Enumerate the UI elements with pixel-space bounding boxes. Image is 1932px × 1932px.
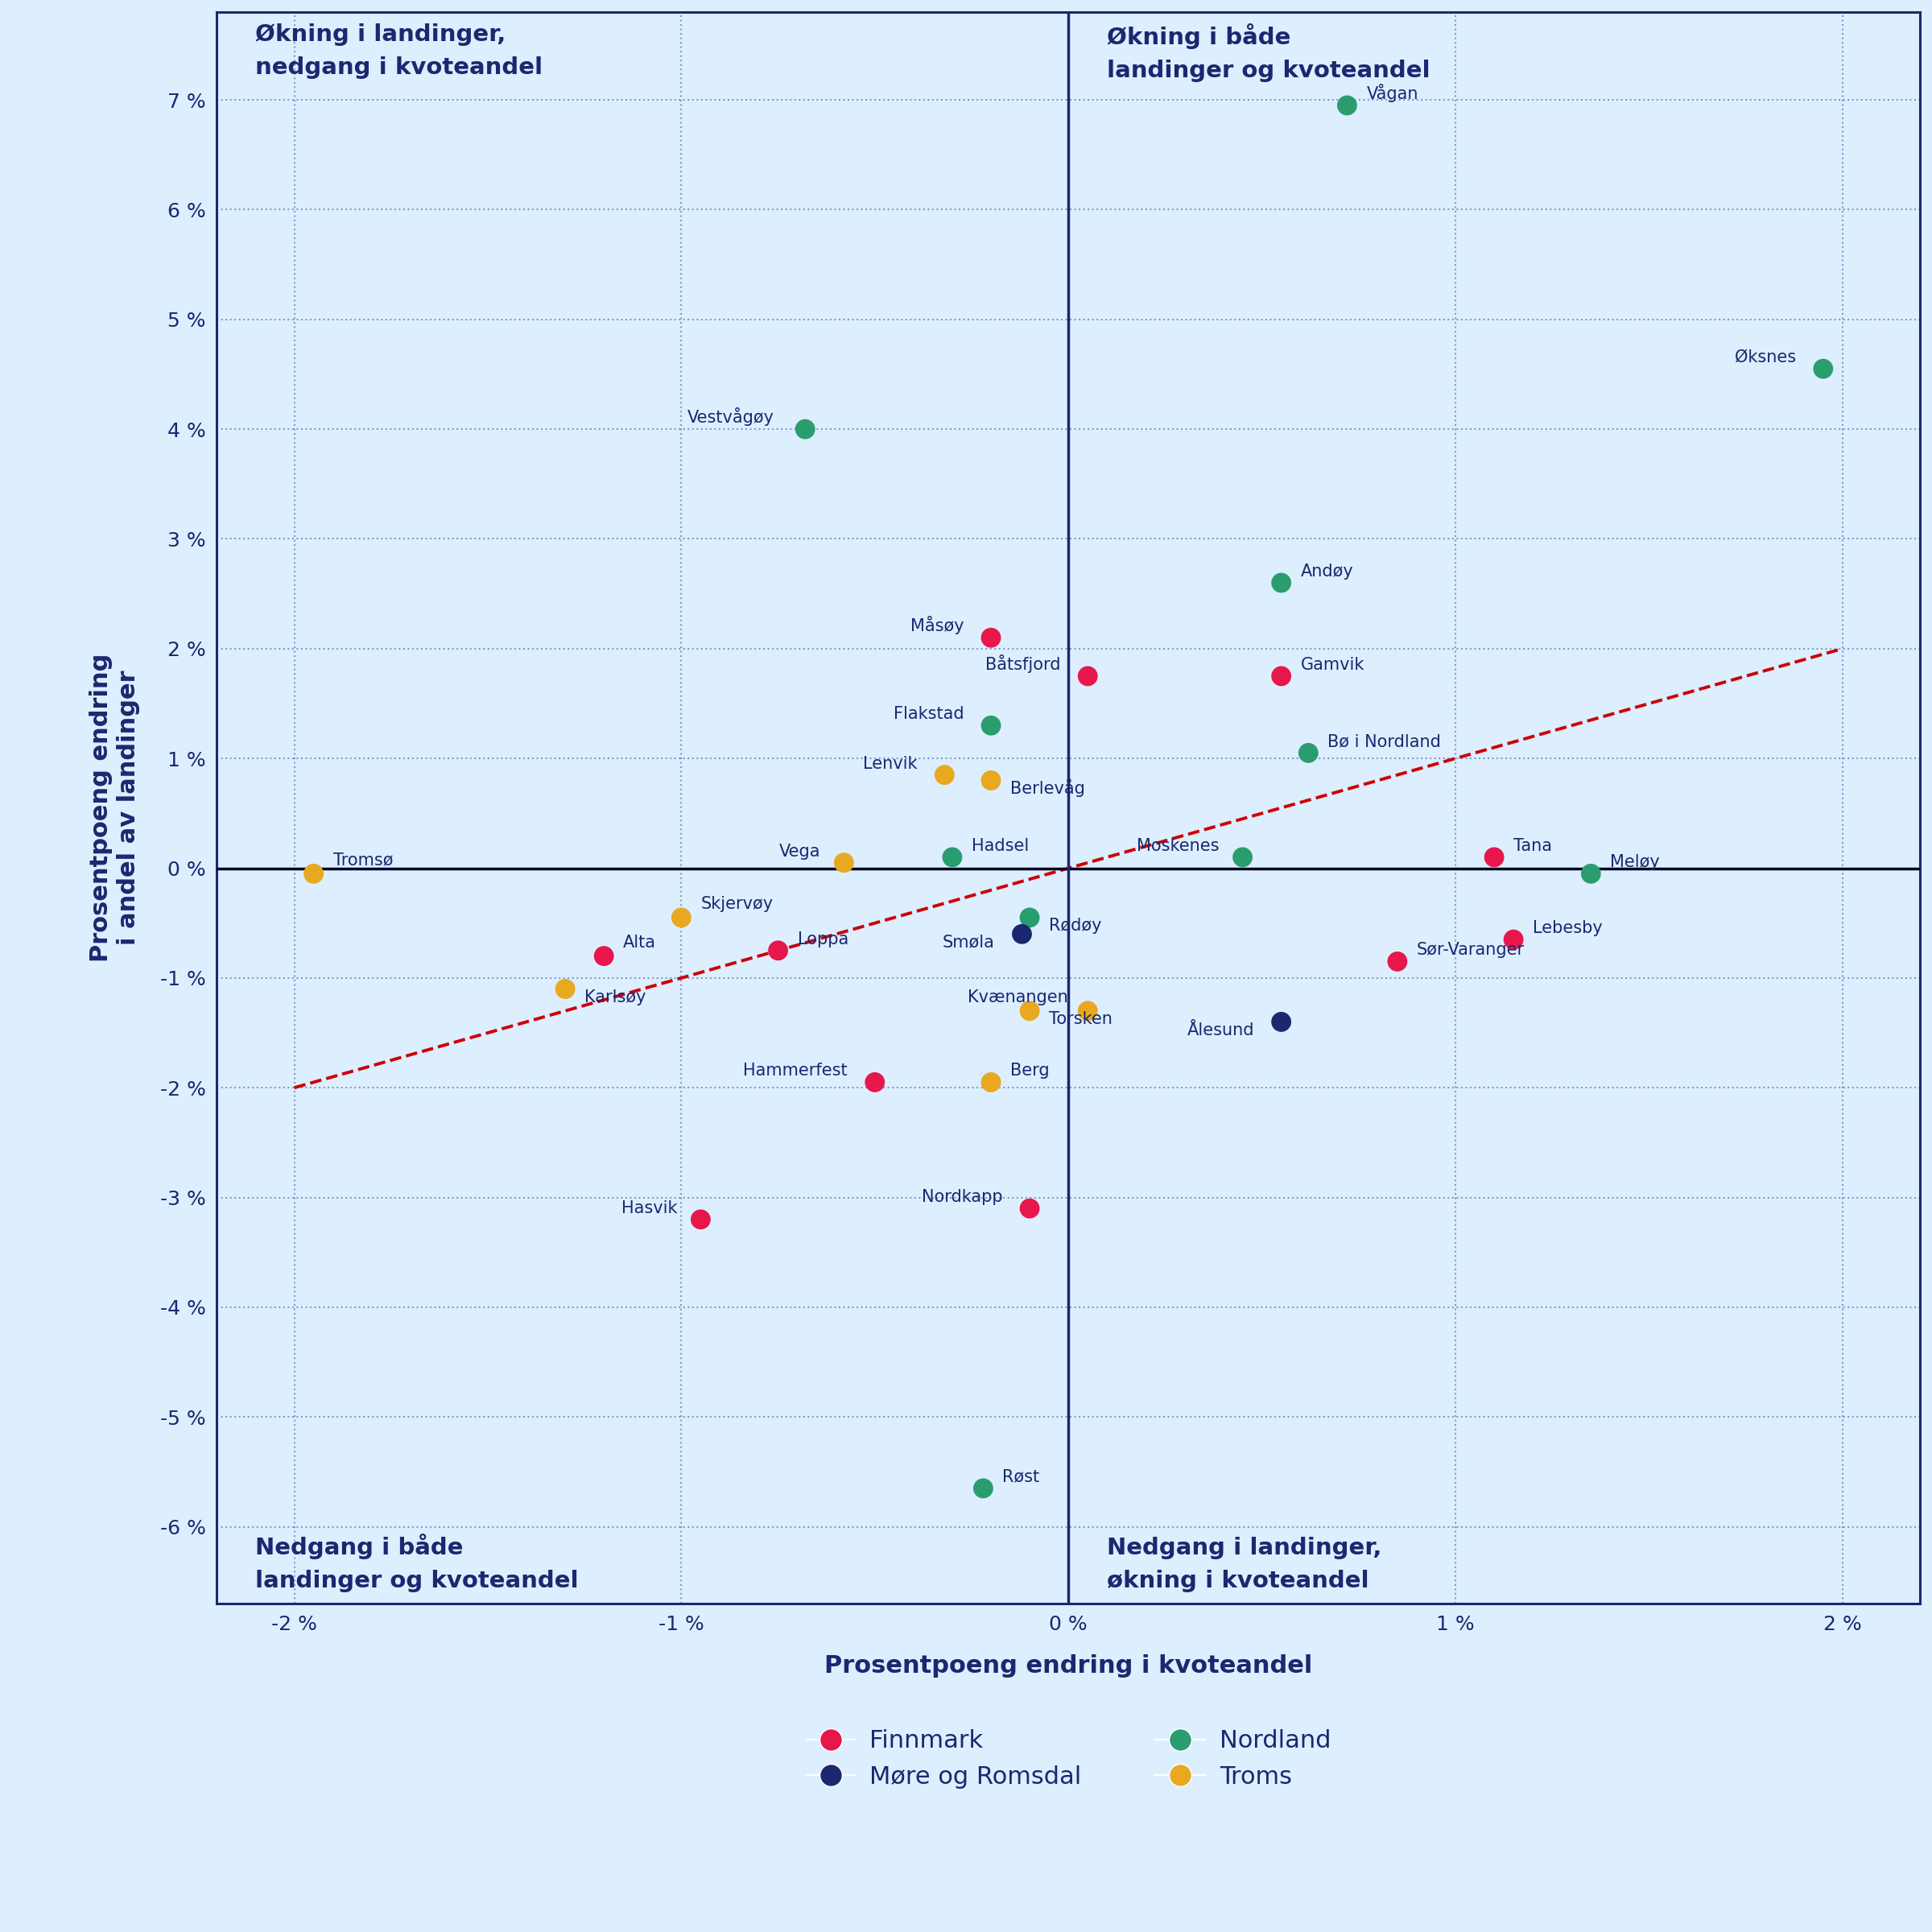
Point — [829, 848, 860, 879]
Point — [1072, 995, 1103, 1026]
Text: Nedgang i landinger,
økning i kvoteandel: Nedgang i landinger, økning i kvoteandel — [1107, 1538, 1381, 1592]
Text: Ålesund: Ålesund — [1186, 1022, 1254, 1037]
Point — [976, 711, 1007, 742]
Point — [763, 935, 794, 966]
Text: Røst: Røst — [1003, 1468, 1039, 1486]
Point — [1265, 568, 1296, 599]
Text: Rødøy: Rødøy — [1049, 918, 1101, 933]
Text: Lebesby: Lebesby — [1532, 920, 1604, 937]
Point — [589, 941, 620, 972]
Point — [1293, 738, 1323, 769]
Text: Smøla: Smøla — [943, 935, 995, 951]
Text: Berg: Berg — [1010, 1063, 1049, 1078]
Point — [1381, 947, 1412, 978]
Point — [667, 902, 697, 933]
Text: Skjervøy: Skjervøy — [701, 896, 773, 912]
Point — [1497, 923, 1528, 954]
Point — [298, 858, 328, 889]
Point — [1014, 1192, 1045, 1223]
Y-axis label: Prosentpoeng endring
i andel av landinger: Prosentpoeng endring i andel av landinge… — [89, 653, 139, 962]
Text: Bø i Nordland: Bø i Nordland — [1327, 734, 1441, 750]
Text: Båtsfjord: Båtsfjord — [985, 655, 1061, 672]
Point — [551, 974, 582, 1005]
Text: Hadsel: Hadsel — [972, 838, 1030, 854]
Point — [686, 1204, 717, 1235]
Text: Økning i både
landinger og kvoteandel: Økning i både landinger og kvoteandel — [1107, 23, 1430, 81]
Point — [1007, 918, 1037, 949]
Text: Sør-Varanger: Sør-Varanger — [1416, 943, 1524, 958]
Legend: Finnmark, Møre og Romsdal, Nordland, Troms: Finnmark, Møre og Romsdal, Nordland, Tro… — [796, 1719, 1341, 1799]
Text: Gamvik: Gamvik — [1300, 657, 1364, 672]
Text: Loppa: Loppa — [798, 931, 848, 947]
Text: Øksnes: Øksnes — [1735, 350, 1797, 365]
Point — [1808, 354, 1839, 384]
Point — [937, 842, 968, 873]
Point — [1265, 661, 1296, 692]
Text: Alta: Alta — [624, 935, 657, 951]
Text: Vågan: Vågan — [1366, 83, 1418, 102]
Text: Nordkapp: Nordkapp — [922, 1188, 1003, 1206]
Point — [790, 413, 821, 444]
Text: Vestvågøy: Vestvågøy — [688, 408, 775, 425]
Point — [1575, 858, 1605, 889]
Text: Kvænangen: Kvænangen — [968, 989, 1068, 1005]
Point — [1478, 842, 1509, 873]
Text: Meløy: Meløy — [1609, 854, 1660, 871]
Point — [976, 622, 1007, 653]
Point — [1014, 902, 1045, 933]
Text: Moskenes: Moskenes — [1136, 838, 1219, 854]
Point — [1265, 1007, 1296, 1037]
Text: Torsken: Torsken — [1049, 1010, 1113, 1028]
X-axis label: Prosentpoeng endring i kvoteandel: Prosentpoeng endring i kvoteandel — [825, 1654, 1312, 1677]
Point — [929, 759, 960, 790]
Text: Hammerfest: Hammerfest — [744, 1063, 848, 1078]
Point — [976, 765, 1007, 796]
Text: Nedgang i både
landinger og kvoteandel: Nedgang i både landinger og kvoteandel — [255, 1534, 580, 1592]
Text: Måsøy: Måsøy — [910, 616, 964, 634]
Point — [976, 1066, 1007, 1097]
Text: Berlevåg: Berlevåg — [1010, 779, 1086, 796]
Text: Tana: Tana — [1513, 838, 1551, 854]
Text: Tromsø: Tromsø — [332, 852, 392, 867]
Point — [1072, 661, 1103, 692]
Text: Andøy: Andøy — [1300, 564, 1354, 580]
Text: Karlsøy: Karlsøy — [585, 989, 645, 1005]
Point — [1014, 995, 1045, 1026]
Point — [968, 1472, 999, 1503]
Point — [860, 1066, 891, 1097]
Text: Hasvik: Hasvik — [622, 1200, 678, 1215]
Point — [1227, 842, 1258, 873]
Text: Vega: Vega — [779, 844, 821, 860]
Point — [1331, 91, 1362, 122]
Text: Lenvik: Lenvik — [864, 755, 918, 771]
Text: Flakstad: Flakstad — [893, 705, 964, 723]
Text: Økning i landinger,
nedgang i kvoteandel: Økning i landinger, nedgang i kvoteandel — [255, 23, 543, 79]
